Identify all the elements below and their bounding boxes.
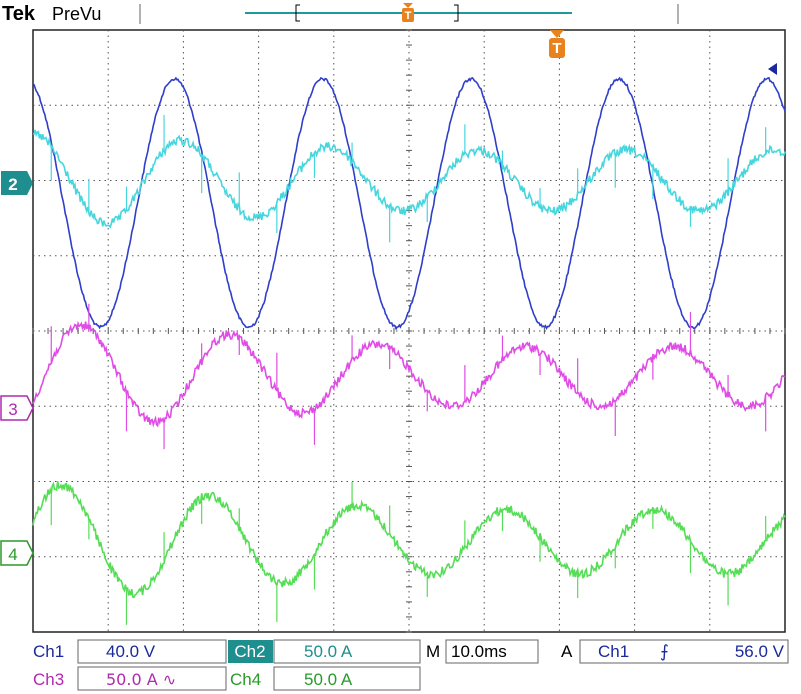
ch2-label-box[interactable] [228,640,273,663]
timebase-box[interactable] [445,639,539,664]
ch3-waveform [32,320,786,428]
ch2-marker-label: 2 [8,175,17,194]
record-window-right-bracket [454,4,459,22]
mode-label: PreVu [52,4,101,24]
ch3-marker[interactable]: 3 [0,395,34,421]
ch1-scale-box[interactable] [77,639,227,664]
ch2-scale-box[interactable] [273,639,421,664]
record-trigger-icon-label: T [405,10,412,22]
m-label: M [426,642,440,661]
trigger-level-arrow-icon [768,63,777,75]
ch2-label: Ch2 [234,642,265,661]
ch3-scale-box[interactable] [77,666,227,691]
brand-label: Tek [2,3,36,25]
ch4-marker[interactable]: 4 [0,540,34,566]
ch1-label: Ch1 [33,642,64,661]
trigger-level: 56.0 V [735,642,785,661]
graticule-grid [32,29,786,633]
readout-panel: Ch1 40.0 V Ch2 50.0 A M 10.0ms A Ch1 ⨍ 5… [33,639,789,691]
ch4-waveform [32,481,786,599]
ch4-scale-box[interactable] [273,666,421,691]
ch4-marker-label: 4 [8,545,17,564]
ch2-waveform [32,129,786,229]
trigger-slope-icon: ⨍ [660,642,669,662]
trigger-position-icon-label: T [552,40,561,57]
ch1-waveform [32,76,786,331]
trigger-box[interactable] [579,639,789,664]
ch3-marker-label: 3 [8,400,17,419]
ch2-marker[interactable]: 2 [1,171,33,195]
trigger-source: Ch1 [598,642,629,661]
ch4-scale: 50.0 A [304,670,353,689]
ch2-scale: 50.0 A [304,642,353,661]
record-trigger-icon: T [402,3,414,22]
ch4-label: Ch4 [230,670,261,689]
trigger-position-icon: T [549,30,565,58]
waveforms [32,76,786,625]
ch3-scale: 50.0 A ∿ [106,670,176,689]
timebase-value: 10.0ms [451,642,507,661]
record-window-left-bracket [295,4,300,22]
a-label: A [561,642,573,661]
ch3-label: Ch3 [33,670,64,689]
ch1-scale: 40.0 V [106,642,156,661]
